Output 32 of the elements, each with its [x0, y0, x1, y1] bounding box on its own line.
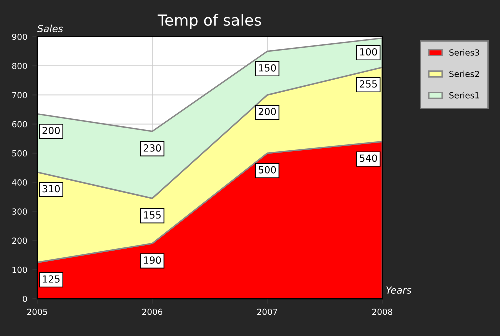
- y-tick-label: 200: [12, 238, 28, 244]
- data-label: 150: [259, 64, 276, 72]
- data-label: 200: [42, 127, 60, 134]
- x-tick-label: 2008: [372, 308, 393, 316]
- data-label: 125: [43, 276, 60, 283]
- legend-label: Series2: [450, 70, 480, 78]
- data-label: 100: [360, 48, 378, 56]
- y-tick-label: 100: [12, 266, 28, 274]
- data-label: 500: [258, 166, 276, 174]
- y-tick-label: 800: [12, 63, 28, 70]
- x-axis-title: Years: [386, 286, 412, 294]
- x-tick-label: 2005: [28, 308, 48, 316]
- chart-title: Temp of sales: [158, 14, 262, 30]
- y-tick-label: 700: [12, 92, 28, 98]
- y-tick-label: 400: [12, 180, 28, 186]
- y-axis-title: Sales: [38, 24, 64, 32]
- data-label: 200: [258, 108, 276, 116]
- data-label: 255: [360, 80, 378, 88]
- data-label: 310: [42, 185, 60, 193]
- data-label: 540: [360, 154, 378, 162]
- y-tick-label: 500: [12, 150, 28, 157]
- y-tick-label: 0: [23, 296, 28, 302]
- x-tick-label: 2007: [258, 308, 278, 316]
- legend-label: Series3: [450, 49, 480, 56]
- data-label: 190: [144, 256, 162, 264]
- legend-label: Series1: [450, 92, 480, 99]
- data-label: 155: [144, 212, 161, 219]
- y-tick-label: 600: [12, 121, 28, 128]
- y-tick-label: 300: [12, 208, 28, 215]
- data-label: 230: [144, 144, 162, 152]
- y-tick-label: 900: [12, 34, 28, 40]
- x-tick-label: 2006: [142, 308, 163, 316]
